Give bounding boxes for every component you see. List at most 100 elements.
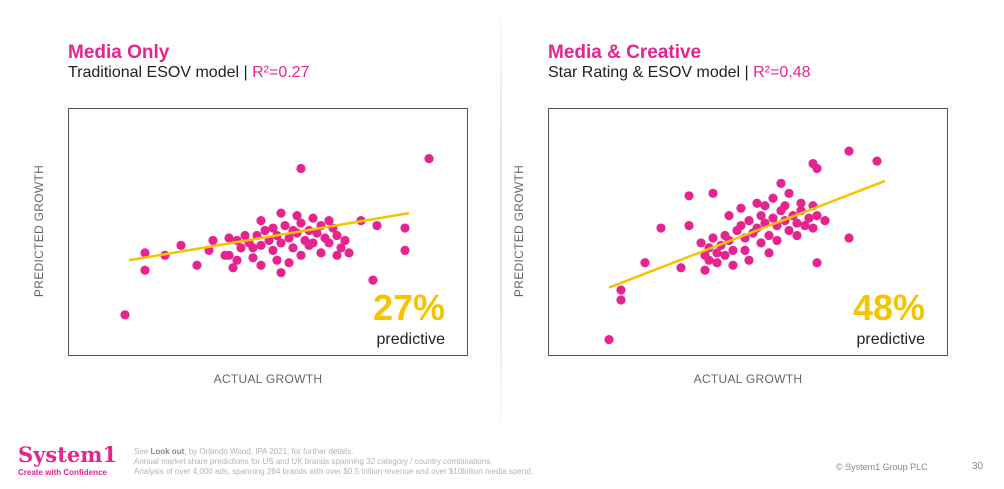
data-point [296, 250, 306, 260]
data-point [284, 233, 294, 243]
copyright-notice: © System1 Group PLC [836, 462, 928, 472]
data-point [872, 156, 882, 166]
chart-subtitle: Traditional ESOV model | R²=0.27 [68, 64, 309, 82]
data-point [308, 213, 318, 223]
panel-divider [500, 0, 502, 440]
data-point [744, 255, 754, 265]
y-axis-label: PREDICTED GROWTH [32, 164, 46, 298]
data-point [296, 218, 306, 228]
data-point [288, 243, 298, 253]
data-point [140, 248, 150, 258]
data-point [268, 245, 278, 255]
data-point [812, 163, 822, 174]
data-point [684, 220, 694, 231]
scatter-plot [604, 146, 886, 345]
data-point [344, 248, 354, 258]
data-point [296, 163, 306, 174]
data-point [276, 238, 286, 248]
data-point [228, 263, 238, 273]
data-point [256, 216, 266, 226]
logo-wordmark: System1 [18, 442, 118, 467]
footnote-book-title: Look out [150, 447, 185, 456]
data-point [424, 154, 434, 164]
data-point [208, 235, 218, 246]
data-point [740, 245, 750, 255]
data-point [256, 260, 266, 270]
subtitle-model: Star Rating & ESOV model | [548, 64, 754, 81]
data-point [704, 255, 714, 265]
data-point [276, 268, 286, 278]
data-point [224, 233, 234, 243]
data-point [400, 245, 410, 255]
data-point [724, 211, 734, 221]
data-point [784, 225, 794, 236]
footnote-line-3: Analysis of over 4,000 ads, spanning 264… [134, 467, 533, 476]
data-point [772, 235, 782, 246]
data-point [800, 220, 810, 231]
footnote-line-2: Annual market share predictions for US a… [134, 457, 493, 466]
media-only-panel: Media Only Traditional ESOV model | R²=0… [32, 0, 490, 400]
data-point [616, 285, 626, 295]
data-point [332, 230, 342, 241]
predictive-percent: 48% [852, 287, 925, 328]
chart-title: Media & Creative [548, 42, 702, 63]
data-point [400, 223, 410, 233]
subtitle-model: Traditional ESOV model | [68, 64, 253, 81]
data-point [684, 191, 694, 201]
data-point [368, 275, 378, 285]
data-point [312, 228, 322, 238]
data-point [812, 258, 822, 268]
data-point [272, 255, 282, 265]
data-point [280, 220, 290, 231]
data-point [640, 258, 650, 268]
data-point [224, 250, 234, 260]
data-point [304, 240, 314, 250]
data-point [792, 230, 802, 241]
logo-tagline: Create with Confidence [18, 468, 107, 477]
data-point [756, 238, 766, 248]
data-point [236, 243, 246, 253]
data-point [752, 198, 762, 208]
data-point [176, 240, 186, 250]
data-point [372, 220, 382, 231]
data-point [248, 253, 258, 263]
data-point [720, 250, 730, 260]
data-point [712, 258, 722, 268]
page-number: 30 [972, 461, 984, 472]
data-point [248, 243, 258, 253]
x-axis-label: ACTUAL GROWTH [213, 372, 323, 386]
data-point [260, 225, 270, 236]
data-point [712, 248, 722, 258]
data-point [780, 201, 790, 211]
data-point [656, 223, 666, 233]
data-point [324, 216, 334, 226]
data-point [140, 265, 150, 275]
r-squared-label: R²=0.48 [753, 64, 811, 81]
data-point [764, 230, 774, 241]
data-point [768, 213, 778, 223]
data-point [744, 216, 754, 226]
data-point [844, 146, 854, 156]
footnote-source: See Look out, by Orlando Wood, IPA 2021,… [134, 447, 694, 457]
data-point [756, 211, 766, 221]
data-point [232, 255, 242, 265]
data-point [776, 178, 786, 188]
media-creative-panel: Media & Creative Star Rating & ESOV mode… [512, 0, 970, 400]
data-point [728, 245, 738, 255]
data-point [820, 216, 830, 226]
data-point [708, 188, 718, 198]
data-point [192, 260, 202, 270]
chart-title: Media Only [68, 42, 170, 63]
data-point [808, 223, 818, 233]
data-point [804, 213, 814, 223]
y-axis-label: PREDICTED GROWTH [512, 164, 526, 298]
data-point [792, 218, 802, 228]
chart-subtitle: Star Rating & ESOV model | R²=0.48 [548, 64, 811, 82]
data-point [604, 335, 614, 345]
data-point [760, 201, 770, 211]
data-point [784, 188, 794, 198]
data-point [796, 198, 806, 208]
data-point [696, 238, 706, 248]
data-point [340, 235, 350, 246]
predictive-percent: 27% [372, 287, 445, 328]
